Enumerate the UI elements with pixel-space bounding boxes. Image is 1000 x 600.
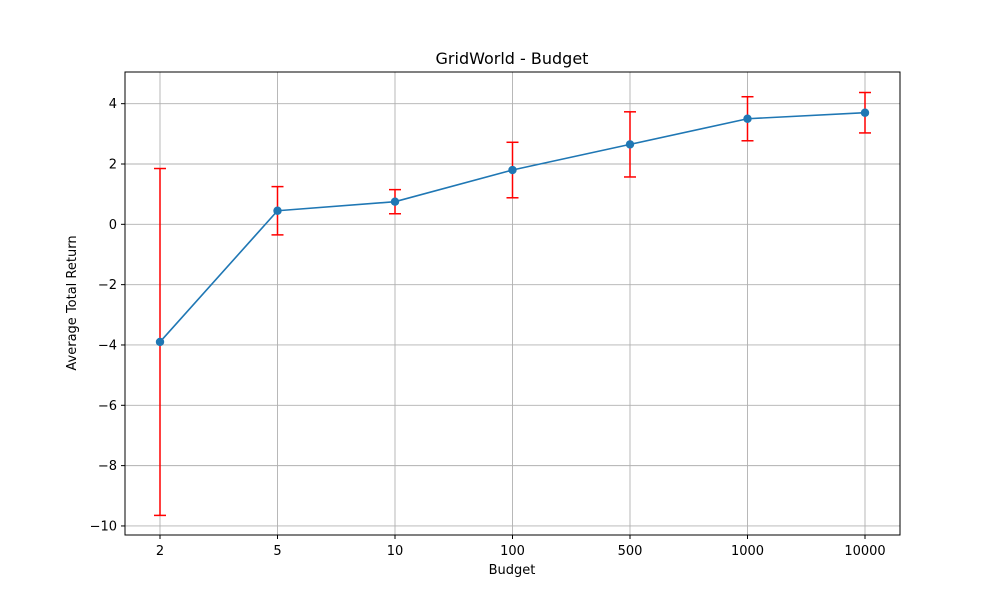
y-tick-label: 2 — [109, 157, 117, 172]
data-point — [273, 206, 282, 215]
data-point — [508, 165, 517, 175]
x-tick-label: 10 — [387, 544, 404, 559]
data-point — [625, 140, 635, 149]
chart-title: GridWorld - Budget — [436, 49, 589, 68]
y-tick-label: −4 — [98, 338, 117, 353]
y-tick-label: −10 — [90, 519, 117, 534]
x-tick-label: 10000 — [844, 544, 885, 559]
x-tick-label: 5 — [273, 544, 281, 559]
y-tick-label: 0 — [109, 218, 117, 233]
x-tick-label: 2 — [156, 544, 164, 559]
x-axis-label: Budget — [489, 563, 536, 578]
x-tick-label: 500 — [618, 544, 643, 559]
y-tick-label: −8 — [98, 459, 117, 474]
grid-layer — [125, 72, 900, 535]
x-tick-label: 100 — [500, 544, 525, 559]
y-tick-label: −6 — [98, 399, 117, 414]
x-tick-label: 1000 — [731, 544, 764, 559]
y-axis-label: Average Total Return — [65, 235, 80, 370]
data-point — [155, 337, 165, 347]
tick-layer: 2 5 10 100 500 1000 10000 4 2 0 −2 −4 −6 −8 −10 — [90, 97, 886, 559]
data-point — [390, 197, 400, 206]
data-point — [860, 108, 870, 117]
y-tick-label: −2 — [98, 278, 117, 293]
y-tick-label: 4 — [109, 97, 117, 112]
marker-layer — [155, 108, 870, 347]
data-point — [743, 114, 752, 123]
